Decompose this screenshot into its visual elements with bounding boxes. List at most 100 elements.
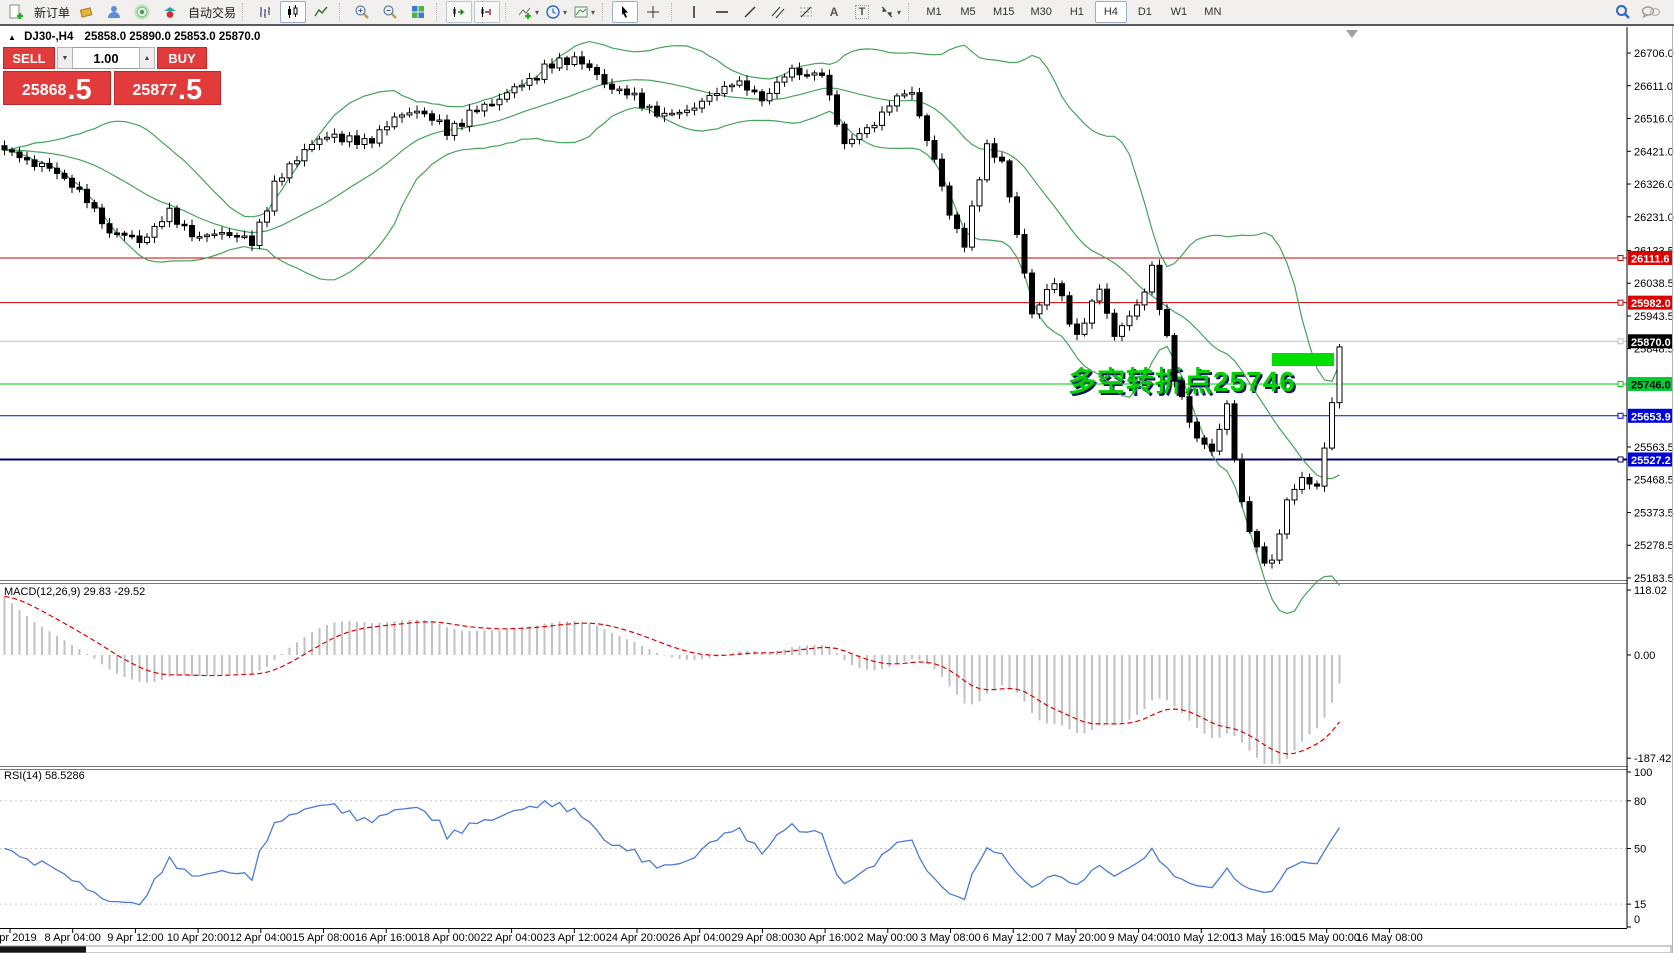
- candle-body: [954, 214, 960, 229]
- history-center-button[interactable]: [73, 1, 99, 23]
- trendline-tool[interactable]: [737, 1, 763, 23]
- new-order-label[interactable]: 新订单: [34, 5, 71, 20]
- candle-body: [766, 92, 773, 102]
- search-button[interactable]: [1610, 1, 1636, 23]
- buy-button[interactable]: BUY: [157, 47, 207, 69]
- dropdown-arrow-icon: ▾: [591, 7, 596, 17]
- channel-tool[interactable]: [765, 1, 791, 23]
- candle-body: [391, 116, 398, 128]
- arrows-tool-button[interactable]: ▾: [877, 1, 903, 23]
- text-tool-button[interactable]: A: [821, 1, 847, 23]
- profiles-button[interactable]: [101, 1, 127, 23]
- sell-button[interactable]: SELL: [3, 47, 55, 69]
- timeframe-m15[interactable]: M15: [993, 6, 1015, 18]
- zoom-out-button[interactable]: [377, 1, 403, 23]
- bar-chart-button[interactable]: [252, 1, 278, 23]
- line-anchor-marker[interactable]: [1617, 299, 1624, 306]
- bar-chart-icon: [260, 7, 271, 18]
- price-label-text: 26111.6: [1631, 253, 1670, 265]
- candlestick-chart-button[interactable]: [280, 1, 307, 23]
- candle-body: [1216, 428, 1223, 452]
- timeframe-h4[interactable]: H4: [1094, 1, 1127, 23]
- timeframe-w1[interactable]: W1: [1170, 6, 1188, 18]
- timeframe-m1[interactable]: M1: [926, 6, 942, 18]
- candle-body: [331, 133, 338, 138]
- candle-body: [1059, 283, 1065, 297]
- date-label: 5 Apr 2019: [0, 932, 37, 944]
- timeframe-h1[interactable]: H1: [1069, 6, 1084, 18]
- panel-collapse-toggle-icon[interactable]: ▲: [8, 33, 16, 42]
- candle-body: [174, 207, 180, 225]
- sell-price-tile[interactable]: 25868 .5: [3, 71, 111, 105]
- fibonacci-tool[interactable]: [793, 1, 819, 23]
- candle-body: [946, 185, 953, 216]
- candle-body: [901, 93, 908, 97]
- date-label: 24 Apr 20:00: [606, 932, 668, 944]
- timeframe-m5[interactable]: M5: [960, 6, 976, 18]
- cursor-icon: [622, 6, 629, 18]
- line-anchor-marker[interactable]: [1617, 254, 1624, 261]
- vertical-line-tool[interactable]: [681, 1, 707, 23]
- chart-shift-button[interactable]: [474, 1, 501, 23]
- candle-body: [654, 105, 660, 117]
- text-tool-icon: A: [829, 5, 839, 19]
- candle-body: [616, 88, 623, 92]
- indicators-button[interactable]: ▾: [515, 1, 541, 23]
- volume-increase-button[interactable]: ▲: [139, 47, 155, 69]
- chat-button[interactable]: [1638, 1, 1664, 23]
- date-label: 2 May 00:00: [858, 932, 919, 944]
- candle-body: [211, 233, 218, 237]
- candle-body: [324, 136, 330, 140]
- text-label-tool-button[interactable]: T: [849, 1, 875, 23]
- volume-input[interactable]: [73, 47, 139, 69]
- profile-icon: [108, 6, 121, 18]
- line-chart-button[interactable]: [308, 1, 334, 23]
- new-order-button[interactable]: [3, 1, 29, 23]
- candle-body: [759, 91, 765, 102]
- periods-button[interactable]: ▾: [543, 1, 569, 23]
- candle-body: [639, 92, 645, 109]
- timeframe-mn[interactable]: MN: [1204, 6, 1222, 18]
- price-label-box: [1628, 452, 1673, 467]
- search-icon: [1616, 5, 1630, 19]
- autotrading-button[interactable]: [157, 1, 183, 23]
- tile-windows-button[interactable]: [405, 1, 431, 23]
- highlight-box-annotation[interactable]: [1272, 353, 1334, 366]
- candle-body: [504, 92, 510, 100]
- candle-body: [226, 232, 233, 237]
- horizontal-scrollbar-thumb[interactable]: [0, 946, 86, 953]
- candle-body: [256, 221, 263, 247]
- candle-body: [939, 158, 945, 187]
- timeframe-m30[interactable]: M30: [1030, 6, 1052, 18]
- candle-body: [556, 57, 563, 69]
- timeframe-d1[interactable]: D1: [1137, 6, 1152, 18]
- toolbar: 新订单 自动交易: [0, 0, 1674, 26]
- date-label: 16 May 08:00: [1356, 932, 1423, 944]
- line-anchor-marker[interactable]: [1617, 456, 1624, 463]
- chart-shift-marker[interactable]: [1346, 30, 1358, 38]
- cursor-tool-button[interactable]: [612, 1, 639, 23]
- horizontal-line-tool[interactable]: [709, 1, 735, 23]
- trendline-icon: [744, 6, 756, 18]
- horizontal-scrollbar-track[interactable]: [0, 945, 1672, 953]
- new-order-icon: [9, 4, 23, 19]
- templates-button[interactable]: ▾: [571, 1, 597, 23]
- line-anchor-marker[interactable]: [1617, 412, 1624, 419]
- date-label: 30 Apr 16:00: [794, 932, 856, 944]
- candle-body: [1134, 304, 1140, 317]
- line-anchor-marker[interactable]: [1617, 381, 1624, 388]
- auto-scroll-button[interactable]: [446, 1, 473, 23]
- zoom-in-button[interactable]: [349, 1, 375, 23]
- candle-body: [1336, 346, 1343, 404]
- autotrading-label[interactable]: 自动交易: [188, 5, 237, 20]
- volume-decrease-button[interactable]: ▼: [57, 47, 73, 69]
- signals-button[interactable]: [129, 1, 155, 23]
- buy-price-tile[interactable]: 25877 .5: [113, 71, 221, 105]
- price-label-box: [1628, 377, 1673, 392]
- line-anchor-marker[interactable]: [1617, 338, 1624, 345]
- crosshair-tool-button[interactable]: [640, 1, 666, 23]
- candle-body: [1201, 437, 1208, 445]
- timeframe-group: M1 M5 M15 M30 H1 H4 D1 W1 MN: [917, 1, 1230, 23]
- rsi-tick-label: 0: [1634, 914, 1640, 926]
